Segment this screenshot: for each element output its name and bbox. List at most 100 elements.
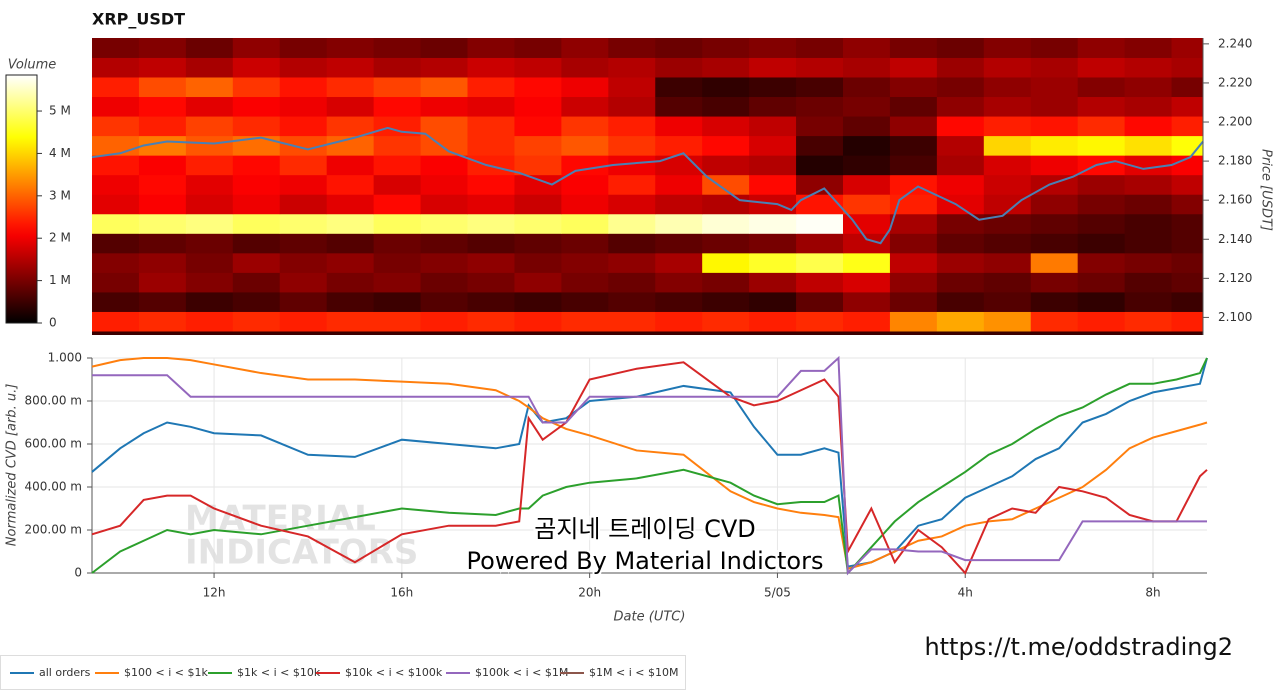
heatmap-cell [889,213,938,234]
heatmap-cell [514,292,562,312]
heatmap-cell [655,135,703,156]
heatmap-cell [842,77,891,98]
heatmap-cell [749,155,797,176]
legend-label: $100k < i < $1M [475,666,568,679]
colorbar [5,74,38,324]
heatmap-cell [1077,272,1126,293]
heatmap-cell [1077,57,1126,78]
annotation: 곰지네 트레이딩 CVD [534,515,755,543]
heatmap-cell [608,174,656,195]
heatmap-cell [92,174,140,195]
heatmap-cell [1077,233,1126,254]
heatmap-cell [185,311,234,332]
heatmap-cell [655,233,703,254]
heatmap-cell [889,38,938,58]
heatmap-cell [842,38,891,58]
heatmap-cell [467,174,515,195]
heatmap-cell [796,96,844,117]
heatmap-cell [232,155,281,176]
heatmap-cell [1030,38,1079,58]
heatmap-cell [1124,38,1172,58]
heatmap-cell [561,194,609,215]
heatmap-cell [936,194,985,215]
heatmap-cell [1077,213,1126,234]
heatmap-cell [373,174,421,195]
heatmap-cell [842,174,891,195]
heatmap-cell [420,272,468,293]
heatmap-cell [232,96,281,117]
x-tick-label: 16h [390,586,413,600]
heatmap-cell [279,194,328,215]
heatmap-cell [373,77,421,98]
heatmap-cell [326,96,375,117]
y-axis-label: Normalized CVD [arb. u.] [5,384,20,547]
heatmap-cell [138,213,187,234]
price-tick-label: 2.140 [1218,232,1252,246]
price-axis-label: Price [USDT] [1259,149,1274,231]
heatmap-cell [1124,77,1172,98]
heatmap-cell [749,233,797,254]
heatmap-cell [983,252,1032,273]
heatmap-cell [936,311,985,332]
heatmap-cell [279,272,328,293]
heatmap-cell [1171,155,1204,176]
heatmap-cell [796,77,844,98]
heatmap-cell [185,96,234,117]
heatmap-cell [608,213,656,234]
heatmap-cell [514,252,562,273]
heatmap-cell [702,311,750,332]
heatmap-cell [185,116,234,137]
colorbar-tick-label: 4 M [49,146,71,160]
heatmap-cell [326,233,375,254]
heatmap-cell [702,194,750,215]
heatmap-cell [702,135,750,156]
heatmap-cell [1030,233,1079,254]
heatmap-cell [1124,194,1172,215]
y-tick-label: 400.00 m [25,480,83,494]
heatmap-cell [232,213,281,234]
heatmap-cell [420,77,468,98]
heatmap-cell [467,252,515,273]
heatmap-cell [467,135,515,156]
heatmap-cell [1171,292,1204,312]
heatmap-cell [185,77,234,98]
heatmap-cell [561,116,609,137]
heatmap-cell [279,174,328,195]
colorbar-tick-label: 5 M [49,104,71,118]
heatmap-cell [1030,292,1079,312]
heatmap-cell [702,57,750,78]
heatmap-cell [983,57,1032,78]
heatmap-cell [420,57,468,78]
heatmap-cell [1171,233,1204,254]
heatmap-cell [608,155,656,176]
heatmap-cell [420,38,468,58]
heatmap-cell [796,233,844,254]
heatmap-cell [1030,213,1079,234]
heatmap-cell [326,155,375,176]
heatmap-cell [326,174,375,195]
heatmap-cell [138,155,187,176]
heatmap-cell [796,272,844,293]
cvd-line [91,357,1208,570]
heatmap-cell [92,155,140,176]
heatmap-cell [232,174,281,195]
heatmap-cell [1030,116,1079,137]
heatmap-cell [655,213,703,234]
colorbar-tick-label: 1 M [49,273,71,287]
heatmap-cell [983,96,1032,117]
heatmap-cell [561,311,609,332]
heatmap-cell [608,194,656,215]
heatmap-cell [1124,292,1172,312]
heatmap-cell [467,77,515,98]
heatmap-cell [936,38,985,58]
heatmap-cell [749,135,797,156]
heatmap-cell [92,252,140,273]
heatmap-cell [138,77,187,98]
heatmap-cell [936,174,985,195]
heatmap-cell [514,174,562,195]
heatmap-cell [279,155,328,176]
price-tick-label: 2.120 [1218,271,1252,285]
heatmap-cell [138,233,187,254]
heatmap-cell [420,96,468,117]
heatmap-cell [936,116,985,137]
